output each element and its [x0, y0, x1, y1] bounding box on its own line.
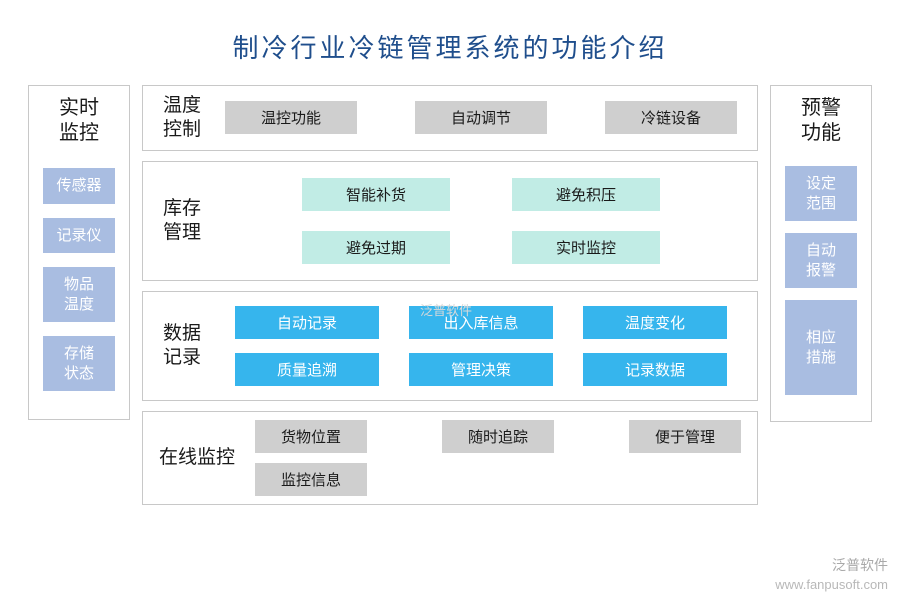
center-sections: 温度控制 温控功能 自动调节 冷链设备 库存管理 智能补货 避免积压 避免过期 …: [142, 85, 758, 505]
section-body: 货物位置 随时追踪 便于管理 监控信息: [245, 420, 747, 496]
chip: 记录数据: [583, 353, 727, 386]
chip: 货物位置: [255, 420, 367, 453]
right-item: 设定范围: [785, 166, 857, 221]
watermark-url: www.fanpusoft.com: [775, 576, 888, 594]
section-label: 温度控制: [149, 94, 215, 142]
diagram-wrap: 实时监控 传感器 记录仪 物品温度 存储状态 预警功能 设定范围 自动报警 相应…: [28, 85, 872, 505]
chip: 随时追踪: [442, 420, 554, 453]
chip: 便于管理: [629, 420, 741, 453]
chip: 温控功能: [225, 101, 357, 134]
chip: 避免过期: [302, 231, 450, 264]
chip: 避免积压: [512, 178, 660, 211]
chip: 管理决策: [409, 353, 553, 386]
section-online-monitor: 在线监控 货物位置 随时追踪 便于管理 监控信息: [142, 411, 758, 505]
section-body: 自动记录 出入库信息 温度变化 质量追溯 管理决策 记录数据: [215, 300, 747, 392]
section-body: 智能补货 避免积压 避免过期 实时监控: [215, 170, 747, 272]
left-item: 物品温度: [43, 267, 115, 322]
chip: 自动调节: [415, 101, 547, 134]
chip: 冷链设备: [605, 101, 737, 134]
section-temperature: 温度控制 温控功能 自动调节 冷链设备: [142, 85, 758, 151]
left-item: 存储状态: [43, 336, 115, 391]
left-item: 传感器: [43, 168, 115, 204]
chip: 温度变化: [583, 306, 727, 339]
section-label: 在线监控: [149, 446, 245, 470]
right-column: 预警功能 设定范围 自动报警 相应措施: [770, 85, 872, 422]
chip: 质量追溯: [235, 353, 379, 386]
chip: 自动记录: [235, 306, 379, 339]
left-item: 记录仪: [43, 218, 115, 254]
chip: 出入库信息: [409, 306, 553, 339]
right-item: 相应措施: [785, 300, 857, 395]
section-label: 数据记录: [149, 322, 215, 370]
chip: 监控信息: [255, 463, 367, 496]
section-data-record: 数据记录 自动记录 出入库信息 温度变化 质量追溯 管理决策 记录数据: [142, 291, 758, 401]
watermark-brand: 泛普软件: [775, 556, 888, 576]
section-body: 温控功能 自动调节 冷链设备: [215, 101, 747, 134]
watermark: 泛普软件 www.fanpusoft.com: [775, 556, 888, 594]
page-title: 制冷行业冷链管理系统的功能介绍: [0, 0, 900, 85]
section-label: 库存管理: [149, 197, 215, 245]
right-column-head: 预警功能: [771, 86, 871, 158]
section-inventory: 库存管理 智能补货 避免积压 避免过期 实时监控: [142, 161, 758, 281]
chip: 智能补货: [302, 178, 450, 211]
left-column: 实时监控 传感器 记录仪 物品温度 存储状态: [28, 85, 130, 420]
left-column-head: 实时监控: [29, 86, 129, 158]
right-item: 自动报警: [785, 233, 857, 288]
chip: 实时监控: [512, 231, 660, 264]
